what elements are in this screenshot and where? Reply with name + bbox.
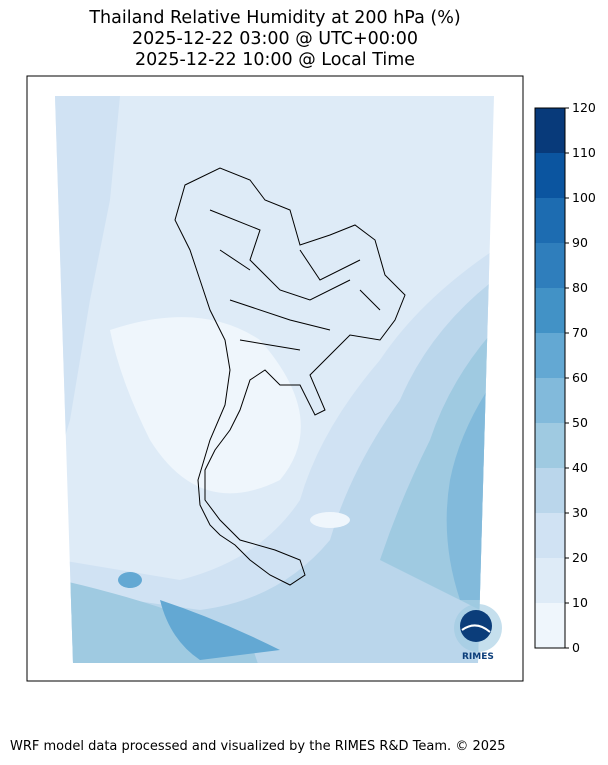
colorbar-tick-label: 80 [572, 280, 588, 295]
colorbar-band [535, 423, 565, 468]
colorbar-band [535, 153, 565, 198]
colorbar-tick-label: 0 [572, 640, 580, 655]
colorbar-band [535, 558, 565, 603]
colorbar-tick-label: 20 [572, 550, 588, 565]
colorbar-band [535, 243, 565, 288]
colorbar-tick-label: 120 [572, 100, 596, 115]
colorbar-band [535, 468, 565, 513]
colorbar-tick-label: 10 [572, 595, 588, 610]
humidity-field [55, 96, 494, 663]
colorbar-tick-label: 100 [572, 190, 596, 205]
colorbar-tick-label: 40 [572, 460, 588, 475]
thailand-outline [174, 167, 406, 586]
colorbar-band [535, 513, 565, 558]
colorbar-band [535, 603, 565, 648]
colorbar-tick-label: 50 [572, 415, 588, 430]
colorbar-tick-label: 110 [572, 145, 596, 160]
colorbar-band [535, 333, 565, 378]
colorbar-tick-label: 90 [572, 235, 588, 250]
colorbar [534, 107, 569, 649]
colorbar-band [535, 378, 565, 423]
title-line-3: 2025-12-22 10:00 @ Local Time [134, 50, 416, 70]
title-line-1: Thailand Relative Humidity at 200 hPa (%… [89, 8, 461, 28]
rimes-logo [454, 604, 502, 652]
colorbar-band [535, 198, 565, 243]
title-line-2: 2025-12-22 03:00 @ UTC+00:00 [131, 29, 419, 49]
colorbar-tick-label: 30 [572, 505, 588, 520]
colorbar-tick-label: 60 [572, 370, 588, 385]
colorbar-tick-label: 70 [572, 325, 588, 340]
colorbar-band [535, 108, 565, 153]
footer-credit: WRF model data processed and visualized … [10, 739, 506, 754]
chart-title: Thailand Relative Humidity at 200 hPa (%… [0, 8, 550, 71]
colorbar-band [535, 288, 565, 333]
logo-text: RIMES [462, 652, 494, 662]
